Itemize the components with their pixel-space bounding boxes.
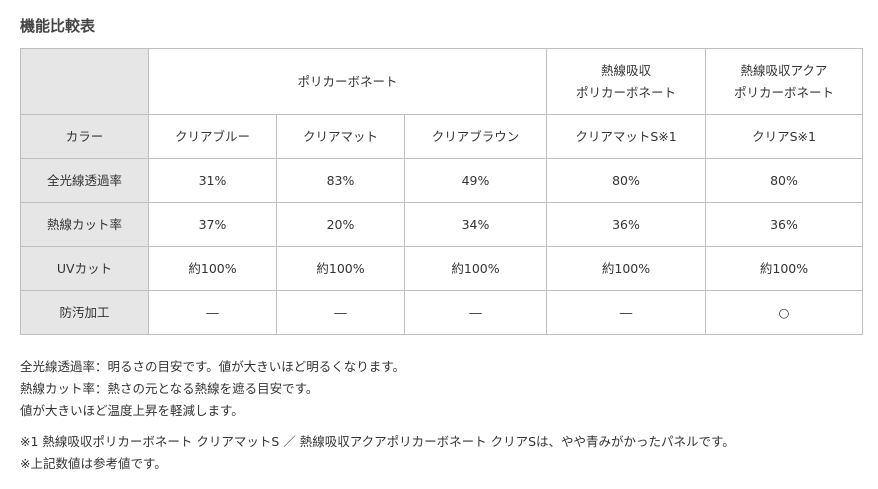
table-cell: ― (148, 290, 277, 335)
table-row-antifouling: 防汚加工 ― ― ― ― ○ (20, 290, 863, 335)
table-cell: クリアブルー (148, 114, 277, 159)
table-cell: 20% (276, 202, 405, 247)
table-cell: 約100% (276, 246, 405, 291)
group-header-polycarbonate: ポリカーボネート (148, 48, 547, 115)
table-cell: 34% (404, 202, 547, 247)
table-cell: 約100% (404, 246, 547, 291)
row-label: 全光線透過率 (20, 158, 149, 203)
table-row-color: カラー クリアブルー クリアマット クリアブラウン クリアマットS※1 クリアS… (20, 114, 863, 159)
row-label: 防汚加工 (20, 290, 149, 335)
table-cell: クリアブラウン (404, 114, 547, 159)
table-cell: 37% (148, 202, 277, 247)
table-row-heat-cut: 熱線カット率 37% 20% 34% 36% 36% (20, 202, 863, 247)
footnote: ※上記数値は参考値です。 (20, 456, 167, 471)
footnote: ※1 熱線吸収ポリカーボネート クリアマットS ／ 熱線吸収アクアポリカーボネー… (20, 434, 735, 449)
notes-spacer (20, 422, 735, 431)
table-cell: 49% (404, 158, 547, 203)
note-line: 全光線透過率：明るさの目安です。値が大きいほど明るくなります。 (20, 359, 406, 374)
group-header-line: 熱線吸収アクア (740, 62, 828, 78)
table-cell: 36% (546, 202, 706, 247)
group-header-heat-absorbing-aqua: 熱線吸収アクア ポリカーボネート (705, 48, 863, 115)
table-cell: 36% (705, 202, 863, 247)
table-cell: ― (276, 290, 405, 335)
table-cell: ― (404, 290, 547, 335)
row-label: カラー (20, 114, 149, 159)
table-cell: 80% (705, 158, 863, 203)
table-cell: クリアマット (276, 114, 405, 159)
table-cell: 31% (148, 158, 277, 203)
page-title: 機能比較表 (20, 17, 96, 35)
notes-section: 全光線透過率：明るさの目安です。値が大きいほど明るくなります。 熱線カット率：熱… (20, 356, 735, 475)
table-row-uv-cut: UVカット 約100% 約100% 約100% 約100% 約100% (20, 246, 863, 291)
group-header-label: ポリカーボネート (297, 73, 398, 89)
table-corner-cell (20, 48, 149, 115)
table-row-light-transmittance: 全光線透過率 31% 83% 49% 80% 80% (20, 158, 863, 203)
table-cell: クリアマットS※1 (546, 114, 706, 159)
group-header-line: ポリカーボネート (575, 84, 676, 100)
table-header-row: ポリカーボネート 熱線吸収 ポリカーボネート 熱線吸収アクア ポリカーボネート (20, 48, 863, 115)
table-cell: ― (546, 290, 706, 335)
row-label: UVカット (20, 246, 149, 291)
note-line: 値が大きいほど温度上昇を軽減します。 (20, 403, 244, 418)
note-line: 熱線カット率：熱さの元となる熱線を遮る目安です。 (20, 381, 319, 396)
table-cell: 80% (546, 158, 706, 203)
row-label: 熱線カット率 (20, 202, 149, 247)
table-cell: 約100% (705, 246, 863, 291)
group-header-line: ポリカーボネート (733, 84, 834, 100)
table-cell: 約100% (546, 246, 706, 291)
group-header-line: 熱線吸収 (600, 62, 651, 78)
table-cell: ○ (705, 290, 863, 335)
table-cell: 約100% (148, 246, 277, 291)
group-header-heat-absorbing: 熱線吸収 ポリカーボネート (546, 48, 706, 115)
table-cell: クリアS※1 (705, 114, 863, 159)
table-cell: 83% (276, 158, 405, 203)
comparison-table: ポリカーボネート 熱線吸収 ポリカーボネート 熱線吸収アクア ポリカーボネート … (20, 48, 863, 335)
